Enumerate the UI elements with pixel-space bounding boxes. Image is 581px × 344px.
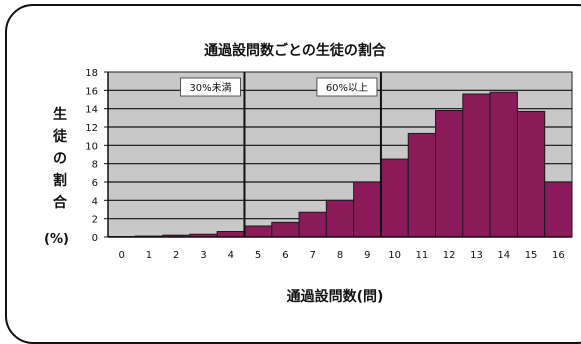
bar xyxy=(217,232,244,238)
x-tick-label: 11 xyxy=(416,250,429,261)
bar xyxy=(244,226,271,237)
x-tick-label: 15 xyxy=(525,250,538,261)
x-tick-label: 3 xyxy=(200,250,206,261)
annotation-label: 30%未満 xyxy=(189,82,231,94)
x-tick-label: 2 xyxy=(173,250,179,261)
x-tick-label: 16 xyxy=(552,250,565,261)
y-tick-label: 6 xyxy=(92,178,98,189)
bar xyxy=(408,133,435,237)
bar xyxy=(272,222,299,237)
y-tick-label: 14 xyxy=(85,105,98,116)
x-tick-label: 1 xyxy=(146,250,152,261)
bar xyxy=(545,182,572,237)
y-tick-label: 4 xyxy=(92,196,98,207)
x-tick-label: 6 xyxy=(282,250,288,261)
x-tick-label: 4 xyxy=(228,250,234,261)
x-tick-label: 13 xyxy=(470,250,483,261)
x-tick-label: 0 xyxy=(118,250,124,261)
y-tick-label: 16 xyxy=(85,86,98,97)
bar xyxy=(490,92,517,237)
bar xyxy=(517,111,544,237)
x-tick-label: 12 xyxy=(443,250,456,261)
y-tick-label: 0 xyxy=(92,233,98,244)
x-tick-label: 9 xyxy=(364,250,370,261)
x-tick-label: 14 xyxy=(497,250,510,261)
y-tick-label: 8 xyxy=(92,160,98,171)
y-tick-label: 2 xyxy=(92,215,98,226)
y-tick-label: 10 xyxy=(85,141,98,152)
bar xyxy=(326,200,353,237)
bar xyxy=(436,111,463,238)
bar xyxy=(354,182,381,237)
y-tick-label: 18 xyxy=(85,68,98,79)
bar xyxy=(381,159,408,237)
x-tick-label: 7 xyxy=(310,250,316,261)
x-tick-label: 5 xyxy=(255,250,261,261)
bar xyxy=(299,212,326,237)
x-tick-label: 8 xyxy=(337,250,343,261)
x-tick-label: 10 xyxy=(388,250,401,261)
bar xyxy=(463,94,490,237)
y-tick-label: 12 xyxy=(85,123,98,134)
annotation-label: 60%以上 xyxy=(326,82,368,94)
